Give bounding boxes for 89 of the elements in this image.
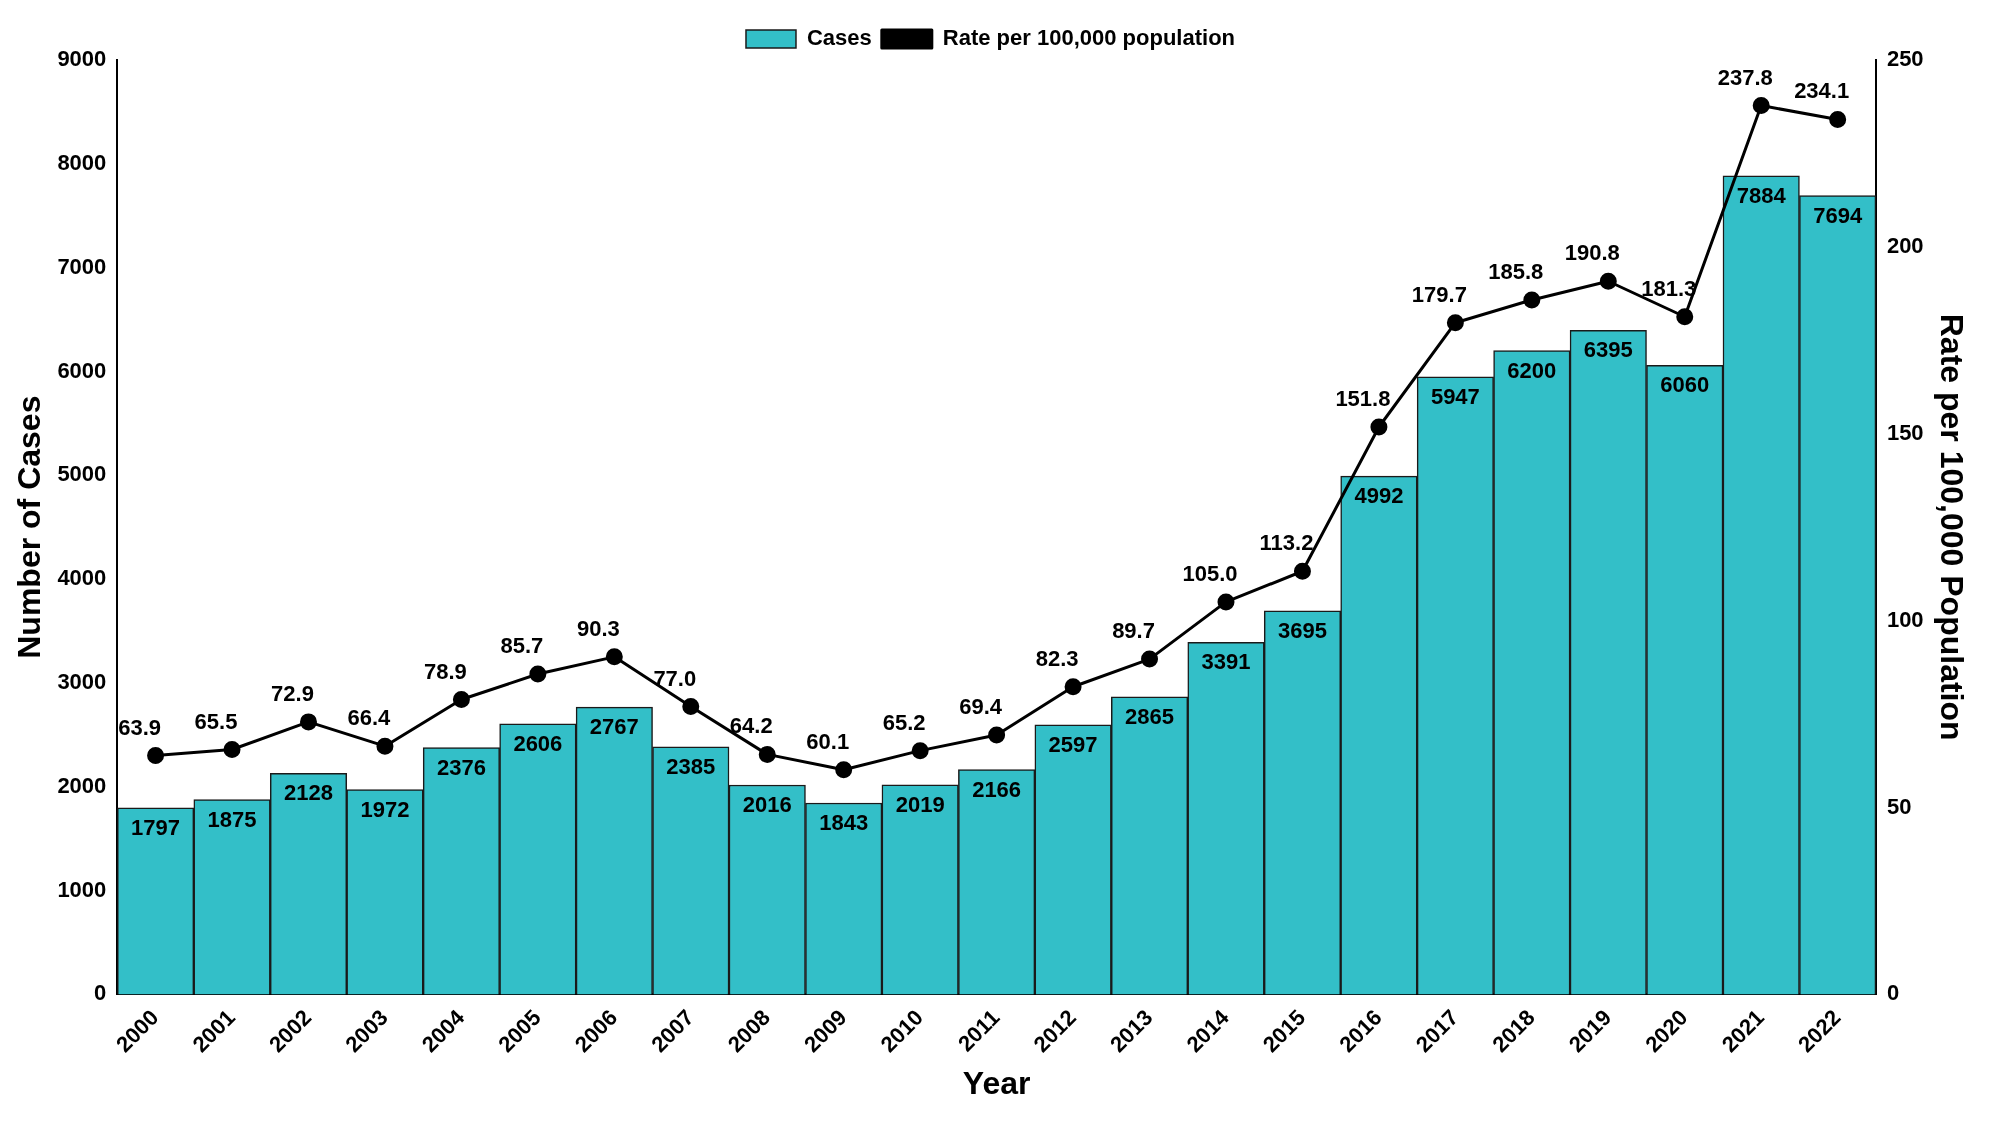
legend-label: Rate per 100,000 population xyxy=(942,25,1236,51)
data-label: 190.8 xyxy=(1564,240,1620,266)
point xyxy=(1217,593,1235,611)
y2-tick-label: 0 xyxy=(1886,980,1900,1006)
data-label: 185.8 xyxy=(1488,259,1544,284)
data-label: 66.4 xyxy=(347,705,392,731)
data-label: 85.7 xyxy=(500,633,544,659)
y-tick-label: 7000 xyxy=(57,253,107,279)
data-label: 90.3 xyxy=(576,615,620,641)
point xyxy=(1752,97,1770,115)
data-label: 63.9 xyxy=(118,714,161,740)
point xyxy=(1523,291,1541,309)
data-label: 65.5 xyxy=(194,708,238,734)
x-axis-title: Year xyxy=(962,1064,1031,1101)
data-label: 3695 xyxy=(1277,617,1327,643)
point xyxy=(1293,562,1311,580)
point xyxy=(1064,678,1082,696)
data-label: 1843 xyxy=(819,810,869,836)
y-tick-label: 9000 xyxy=(57,46,107,72)
data-label: 69.4 xyxy=(959,694,1003,720)
data-label: 234.1 xyxy=(1794,78,1850,104)
point xyxy=(376,737,394,755)
data-label: 4992 xyxy=(1354,483,1404,509)
data-label: 2376 xyxy=(436,754,486,780)
point xyxy=(1370,418,1388,436)
point xyxy=(147,747,165,765)
data-label: 151.8 xyxy=(1335,386,1391,412)
y-tick-label: 2000 xyxy=(57,772,107,798)
point xyxy=(1599,272,1617,290)
data-label: 2019 xyxy=(895,791,945,817)
data-label: 2865 xyxy=(1125,703,1175,729)
y2-axis-title: Rate per 100,000 Population xyxy=(1933,313,1970,741)
data-label: 2597 xyxy=(1048,731,1098,757)
y-tick-label: 8000 xyxy=(57,149,107,175)
point xyxy=(682,698,700,716)
data-label: 89.7 xyxy=(1112,618,1155,644)
data-label: 2016 xyxy=(742,792,792,818)
data-label: 60.1 xyxy=(806,728,850,754)
data-label: 78.9 xyxy=(423,658,467,684)
y-tick-label: 1000 xyxy=(57,876,107,902)
point xyxy=(605,648,623,666)
y2-tick-label: 100 xyxy=(1886,606,1924,632)
data-label: 1797 xyxy=(131,814,181,840)
point xyxy=(1676,308,1694,326)
point xyxy=(988,726,1006,744)
y2-tick-label: 250 xyxy=(1886,46,1924,72)
data-label: 105.0 xyxy=(1182,560,1238,586)
data-label: 2166 xyxy=(972,776,1022,802)
data-label: 237.8 xyxy=(1717,64,1773,90)
data-label: 6395 xyxy=(1583,337,1633,363)
y-axis-title: Number of Cases xyxy=(11,395,48,659)
y2-tick-label: 150 xyxy=(1886,419,1924,445)
data-label: 2385 xyxy=(666,753,716,779)
data-label: 6200 xyxy=(1507,357,1557,383)
data-label: 7884 xyxy=(1736,182,1787,208)
point xyxy=(1141,650,1159,668)
data-label: 1972 xyxy=(360,796,410,822)
data-label: 64.2 xyxy=(729,713,773,739)
data-label: 2128 xyxy=(284,780,333,806)
data-label: 77.0 xyxy=(653,665,697,691)
point xyxy=(452,690,470,708)
data-label: 179.7 xyxy=(1411,281,1467,307)
data-label: 6060 xyxy=(1660,372,1710,398)
y-tick-label: 3000 xyxy=(57,668,107,694)
data-label: 2767 xyxy=(589,714,639,740)
point xyxy=(911,742,929,760)
y2-tick-label: 200 xyxy=(1886,232,1924,258)
data-label: 3391 xyxy=(1201,649,1251,675)
data-label: 7694 xyxy=(1813,202,1863,228)
data-label: 65.2 xyxy=(882,709,926,735)
y-tick-label: 0 xyxy=(94,980,107,1006)
data-label: 2606 xyxy=(513,730,563,756)
point xyxy=(1829,110,1847,128)
data-label: 113.2 xyxy=(1259,530,1314,556)
data-label: 72.9 xyxy=(271,680,314,706)
y-tick-label: 6000 xyxy=(57,357,107,383)
data-label: 1875 xyxy=(207,806,257,832)
y2-tick-label: 50 xyxy=(1886,793,1912,819)
point xyxy=(299,713,317,731)
data-label: 82.3 xyxy=(1035,645,1079,671)
point xyxy=(758,745,776,763)
y-tick-label: 5000 xyxy=(57,461,107,487)
point xyxy=(529,665,547,683)
legend-label: Cases xyxy=(806,25,872,51)
point xyxy=(1446,314,1464,332)
point xyxy=(223,741,241,759)
y-tick-label: 4000 xyxy=(57,565,107,591)
data-label: 5947 xyxy=(1430,384,1480,410)
point xyxy=(835,761,853,779)
